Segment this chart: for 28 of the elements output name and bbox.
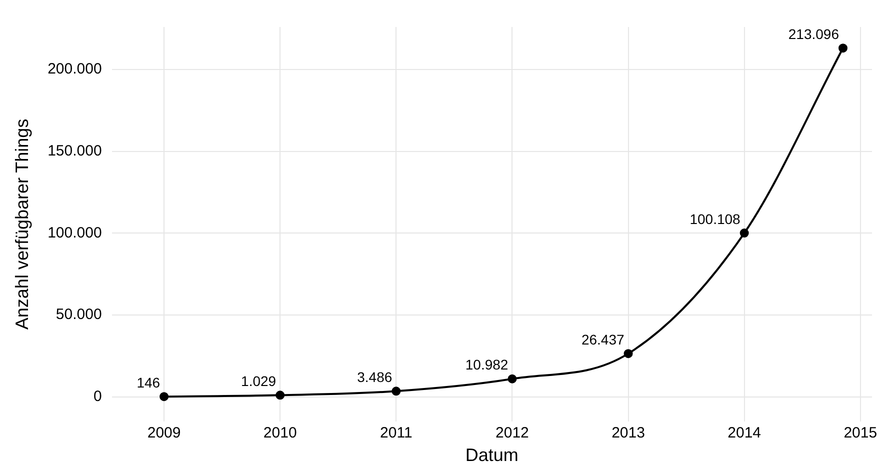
x-tick-label: 2014	[728, 424, 762, 442]
data-label: 213.096	[788, 26, 840, 42]
data-label: 10.982	[465, 356, 508, 373]
point	[392, 386, 401, 396]
point	[624, 349, 633, 358]
x-tick-label: 2013	[612, 424, 645, 442]
y-tick-label: 200.000	[48, 60, 102, 78]
point	[276, 390, 285, 400]
y-axis-title: Anzahl verfügbarer Things	[12, 118, 32, 330]
point	[508, 374, 517, 384]
point	[838, 44, 848, 53]
data-label: 1.029	[241, 373, 276, 390]
x-tick-label: 2015	[844, 424, 878, 442]
y-tick-label: 0	[93, 388, 102, 405]
y-tick-label: 150.000	[48, 142, 102, 160]
x-tick-label: 2012	[496, 424, 529, 442]
x-tick-label: 2009	[147, 424, 181, 442]
x-tick-label: 2011	[380, 424, 412, 442]
x-tick-label: 2010	[263, 424, 297, 442]
data-label: 3.486	[357, 369, 392, 386]
data-label: 26.437	[581, 331, 624, 348]
y-tick-label: 50.000	[56, 306, 102, 324]
point	[160, 392, 169, 402]
point	[740, 228, 749, 238]
data-label: 100.108	[690, 210, 741, 227]
y-tick-label: 100.000	[48, 224, 102, 242]
data-label: 146	[136, 374, 160, 390]
x-axis-title: Datum	[465, 445, 518, 466]
